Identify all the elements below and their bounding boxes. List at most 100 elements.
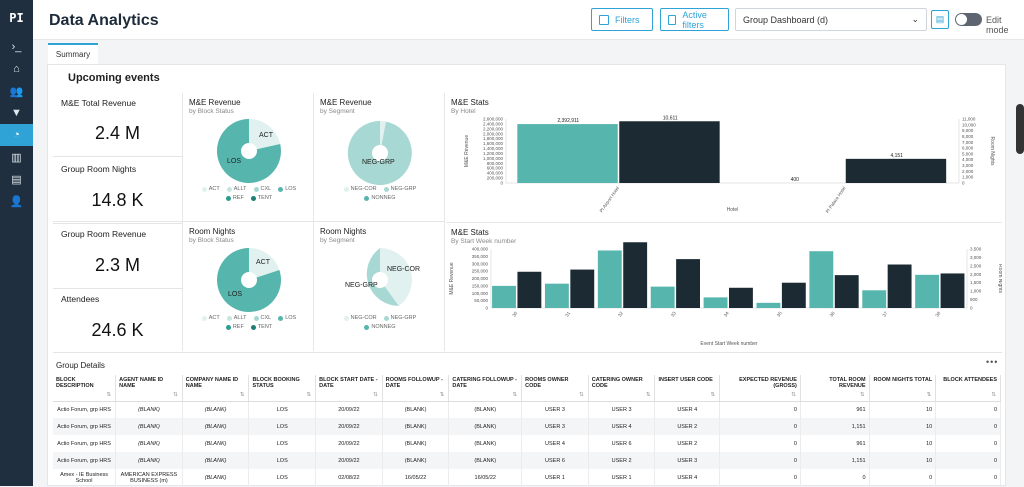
table-cell: (BLANK)	[116, 435, 183, 452]
y-tick-label-left: 2,200,000	[483, 126, 504, 131]
bar-room-nights[interactable]	[570, 270, 594, 308]
y-tick-label-left: 400,000	[472, 247, 489, 252]
sort-icon[interactable]: ⇅	[373, 392, 378, 398]
column-header[interactable]: BLOCK START DATE - DATE⇅	[316, 375, 383, 401]
active-filters-button[interactable]: Active filters	[660, 8, 729, 31]
sort-icon[interactable]: ⇅	[306, 392, 311, 398]
sort-icon[interactable]: ⇅	[860, 392, 865, 398]
pdf-export-icon[interactable]: ▤	[931, 10, 949, 29]
data-label: 10,611	[663, 115, 678, 121]
tab-summary[interactable]: Summary	[48, 43, 98, 64]
column-header[interactable]: AGENT NAME ID NAME⇅	[116, 375, 183, 401]
table-cell: 0	[936, 418, 1001, 435]
filters-button[interactable]: Filters	[591, 8, 653, 31]
bar-room-nights[interactable]	[619, 121, 719, 183]
table-icon[interactable]: ▤	[0, 168, 33, 190]
bar-room-nights[interactable]	[846, 159, 946, 183]
sort-icon[interactable]: ⇅	[240, 392, 245, 398]
table-cell: (BLANK)	[182, 469, 249, 487]
more-options-icon[interactable]: •••	[986, 357, 998, 367]
sort-icon[interactable]: ⇅	[173, 392, 178, 398]
column-header[interactable]: ROOMS FOLLOWUP - DATE⇅	[382, 375, 449, 401]
column-header[interactable]: BLOCK ATTENDEES⇅	[936, 375, 1001, 401]
table-cell: Actio Forum, grp HRS	[53, 401, 116, 418]
sort-icon[interactable]: ⇅	[579, 392, 584, 398]
table-cell: (BLANK)	[116, 452, 183, 469]
table-cell: 0	[720, 401, 801, 418]
y-tick-label-right: 500	[970, 297, 978, 302]
y-tick-label-left: 600,000	[487, 166, 504, 171]
bar-revenue[interactable]	[704, 297, 728, 308]
column-header[interactable]: BLOCK BOOKING STATUS⇅	[249, 375, 316, 401]
scrollbar[interactable]	[1016, 104, 1024, 154]
column-header[interactable]: CATERING FOLLOWUP - DATE⇅	[449, 375, 522, 401]
bar-room-nights[interactable]	[623, 242, 647, 308]
table-cell: USER 3	[588, 401, 655, 418]
bar-room-nights[interactable]	[782, 283, 806, 308]
sort-icon[interactable]: ⇅	[107, 392, 112, 398]
y-tick-label-right: 2,000	[970, 272, 982, 277]
table-cell: USER 4	[588, 418, 655, 435]
y-tick-label-left: 1,800,000	[483, 136, 504, 141]
column-header[interactable]: ROOMS OWNER CODE⇅	[522, 375, 589, 401]
terminal-icon[interactable]: ›_	[0, 36, 33, 58]
column-header[interactable]: BLOCK DESCRIPTION⇅	[53, 375, 116, 401]
home-icon[interactable]: ⌂	[0, 58, 33, 80]
table-cell: 0	[936, 469, 1001, 487]
table-cell: (BLANK)	[449, 452, 522, 469]
column-header[interactable]: ROOM NIGHTS TOTAL⇅	[869, 375, 936, 401]
table-cell: USER 3	[522, 418, 589, 435]
bar-revenue[interactable]	[915, 275, 939, 308]
bar-room-nights[interactable]	[888, 265, 912, 308]
sort-icon[interactable]: ⇅	[440, 392, 445, 398]
y-tick-label-left: 1,200,000	[483, 151, 504, 156]
bar-revenue[interactable]	[517, 124, 617, 183]
filter-icon[interactable]: ▼	[0, 102, 33, 124]
column-header[interactable]: TOTAL ROOM REVENUE⇅	[800, 375, 869, 401]
bar-room-nights[interactable]	[941, 273, 965, 308]
org-icon[interactable]: ▥	[0, 146, 33, 168]
table-cell: 20/09/22	[316, 401, 383, 418]
column-header[interactable]: CATERING OWNER CODE⇅	[588, 375, 655, 401]
column-header[interactable]: EXPECTED REVENUE (GROSS)⇅	[720, 375, 801, 401]
dashboard-select[interactable]: Group Dashboard (d) ⌄	[735, 8, 927, 31]
group-icon[interactable]: 👤	[0, 190, 33, 212]
edit-mode-toggle[interactable]	[955, 13, 982, 26]
bar-revenue[interactable]	[545, 284, 569, 308]
column-header[interactable]: COMPANY NAME ID NAME⇅	[182, 375, 249, 401]
bar-room-nights[interactable]	[517, 272, 541, 308]
sort-icon[interactable]: ⇅	[513, 392, 518, 398]
bar-revenue[interactable]	[651, 287, 675, 308]
sort-icon[interactable]: ⇅	[791, 392, 796, 398]
y-tick-label-right: 3,500	[970, 247, 982, 252]
bar-revenue[interactable]	[809, 251, 833, 308]
table-cell: USER 4	[655, 469, 720, 487]
bar-room-nights[interactable]	[835, 275, 859, 308]
bar-revenue[interactable]	[598, 250, 622, 308]
x-tick-label: PI Palace Hotel	[825, 186, 847, 214]
sort-icon[interactable]: ⇅	[710, 392, 715, 398]
table-cell: USER 1	[588, 469, 655, 487]
bar-revenue[interactable]	[757, 303, 781, 308]
bar-revenue[interactable]	[862, 290, 886, 308]
bar-room-nights[interactable]	[729, 288, 753, 308]
kpi-attendees-value: 24.6 K	[53, 320, 182, 341]
bar-room-nights[interactable]	[676, 259, 700, 308]
users-icon[interactable]: 👥	[0, 80, 33, 102]
y-tick-label-right: 1,000	[970, 289, 982, 294]
app-logo[interactable]: PI	[0, 0, 33, 36]
dashboard-icon[interactable]: ◔	[0, 124, 33, 146]
sort-icon[interactable]: ⇅	[646, 392, 651, 398]
sort-icon[interactable]: ⇅	[991, 392, 996, 398]
bar-revenue[interactable]	[492, 286, 516, 308]
x-tick-label: PI Airport Hotel	[599, 186, 620, 214]
y-tick-label-right: 10,000	[962, 122, 976, 127]
kpi-room-revenue-title: Group Room Revenue	[61, 229, 146, 239]
column-header[interactable]: INSERT USER CODE⇅	[655, 375, 720, 401]
sort-icon[interactable]: ⇅	[927, 392, 932, 398]
